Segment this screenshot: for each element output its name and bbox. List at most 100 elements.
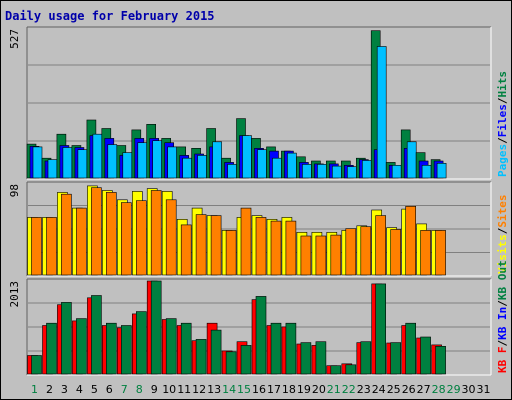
- bar-pages: [92, 133, 103, 179]
- x-tick-label: 4: [76, 383, 83, 396]
- bar-sites: [180, 224, 192, 276]
- bar-pages: [77, 149, 88, 179]
- bar-kb-out: [270, 322, 282, 375]
- legend-item: /: [496, 137, 509, 144]
- bar-sites: [31, 217, 42, 276]
- bar-pages: [287, 152, 297, 179]
- bar-kb-out: [345, 364, 357, 375]
- bar-sites: [106, 192, 117, 276]
- bar-kb-out: [136, 311, 147, 375]
- legend-item: Sites: [496, 195, 509, 228]
- bar-pages: [47, 159, 58, 179]
- x-tick-label: 6: [106, 383, 113, 396]
- bar-sites: [46, 217, 57, 276]
- bar-kb-out: [315, 341, 327, 375]
- x-tick-label: 18: [282, 383, 296, 396]
- legend: Visits/Sites: [496, 195, 509, 275]
- x-tick-label: 14: [222, 383, 236, 396]
- bar-sites: [91, 187, 102, 276]
- legend-item: KB Out: [496, 260, 509, 300]
- bar-pages: [32, 146, 43, 179]
- bar-kb-out: [240, 345, 252, 375]
- x-tick-label: 29: [447, 383, 461, 396]
- bar-sites: [210, 215, 222, 276]
- bar-kb-out: [390, 342, 402, 375]
- bar-pages: [436, 163, 447, 179]
- bar-sites: [405, 206, 417, 276]
- bar-pages: [137, 142, 148, 179]
- bar-kb-out: [150, 280, 162, 375]
- x-tick-label: 8: [136, 383, 143, 396]
- x-tick-label: 2: [46, 383, 53, 396]
- x-tick-label: 13: [207, 383, 221, 396]
- bar-pages: [62, 147, 73, 179]
- bar-pages: [242, 135, 252, 179]
- bar-pages: [107, 144, 118, 179]
- legend-item: /: [496, 227, 509, 234]
- x-tick-label: 27: [417, 383, 431, 396]
- x-tick-label: 3: [61, 383, 68, 396]
- x-tick-label: 19: [297, 383, 311, 396]
- bar-sites: [255, 217, 267, 276]
- x-tick-label: 1: [31, 383, 38, 396]
- x-tick-label: 20: [312, 383, 326, 396]
- bar-sites: [225, 230, 237, 276]
- bar-kb-out: [360, 341, 372, 375]
- bar-sites: [300, 235, 312, 276]
- bar-kb-out: [255, 296, 267, 375]
- bar-kb-out: [210, 329, 222, 375]
- bar-sites: [390, 229, 402, 276]
- x-tick-label: 15: [237, 383, 251, 396]
- x-tick-label: 30: [462, 383, 476, 396]
- bar-sites: [121, 202, 132, 276]
- y-axis-max-label: 2013: [8, 281, 21, 308]
- bar-kb-out: [405, 322, 417, 375]
- legend-item: /: [496, 300, 509, 307]
- bar-sites: [136, 200, 147, 276]
- bar-pages: [376, 46, 387, 179]
- bar-pages: [227, 164, 237, 179]
- x-tick-label: 7: [121, 383, 128, 396]
- bar-kb-out: [76, 318, 87, 375]
- bar-pages: [272, 157, 282, 179]
- bar-kb-out: [285, 322, 297, 375]
- bar-sites: [165, 199, 177, 276]
- bar-pages: [421, 165, 432, 179]
- bar-pages: [257, 149, 267, 179]
- bar-pages: [302, 164, 312, 179]
- bar-sites: [285, 220, 297, 276]
- legend: KB F/KB In/KB Out: [496, 260, 509, 373]
- bar-pages: [212, 141, 222, 179]
- bar-sites: [240, 207, 252, 276]
- x-tick-label: 5: [91, 383, 98, 396]
- bar-kb-out: [195, 339, 207, 375]
- bar-sites: [360, 226, 372, 276]
- x-tick-label: 17: [267, 383, 281, 396]
- x-tick-label: 10: [162, 383, 176, 396]
- bar-kb-out: [225, 351, 237, 375]
- x-tick-label: 26: [402, 383, 416, 396]
- bar-kb-out: [106, 322, 117, 375]
- bar-pages: [406, 141, 417, 179]
- legend-item: /: [496, 97, 509, 104]
- bar-pages: [182, 157, 192, 179]
- bar-kb-out: [330, 365, 342, 375]
- bar-sites: [315, 235, 327, 276]
- legend-item: KB F: [496, 347, 509, 374]
- bar-sites: [61, 193, 72, 276]
- bar-sites: [150, 190, 162, 276]
- bar-pages: [317, 164, 327, 179]
- x-tick-label: 23: [357, 383, 371, 396]
- chart-title: Daily usage for February 2015: [5, 9, 215, 23]
- bar-sites: [345, 228, 357, 276]
- bar-sites: [195, 214, 207, 276]
- y-axis-max-label: 98: [8, 184, 21, 197]
- x-tick-label: 16: [252, 383, 266, 396]
- bar-kb-out: [46, 322, 57, 375]
- legend-item: Visits: [496, 234, 509, 274]
- bar-pages: [391, 165, 402, 179]
- bar-sites: [435, 230, 446, 276]
- bar-pages: [122, 152, 133, 179]
- bar-sites: [76, 207, 87, 276]
